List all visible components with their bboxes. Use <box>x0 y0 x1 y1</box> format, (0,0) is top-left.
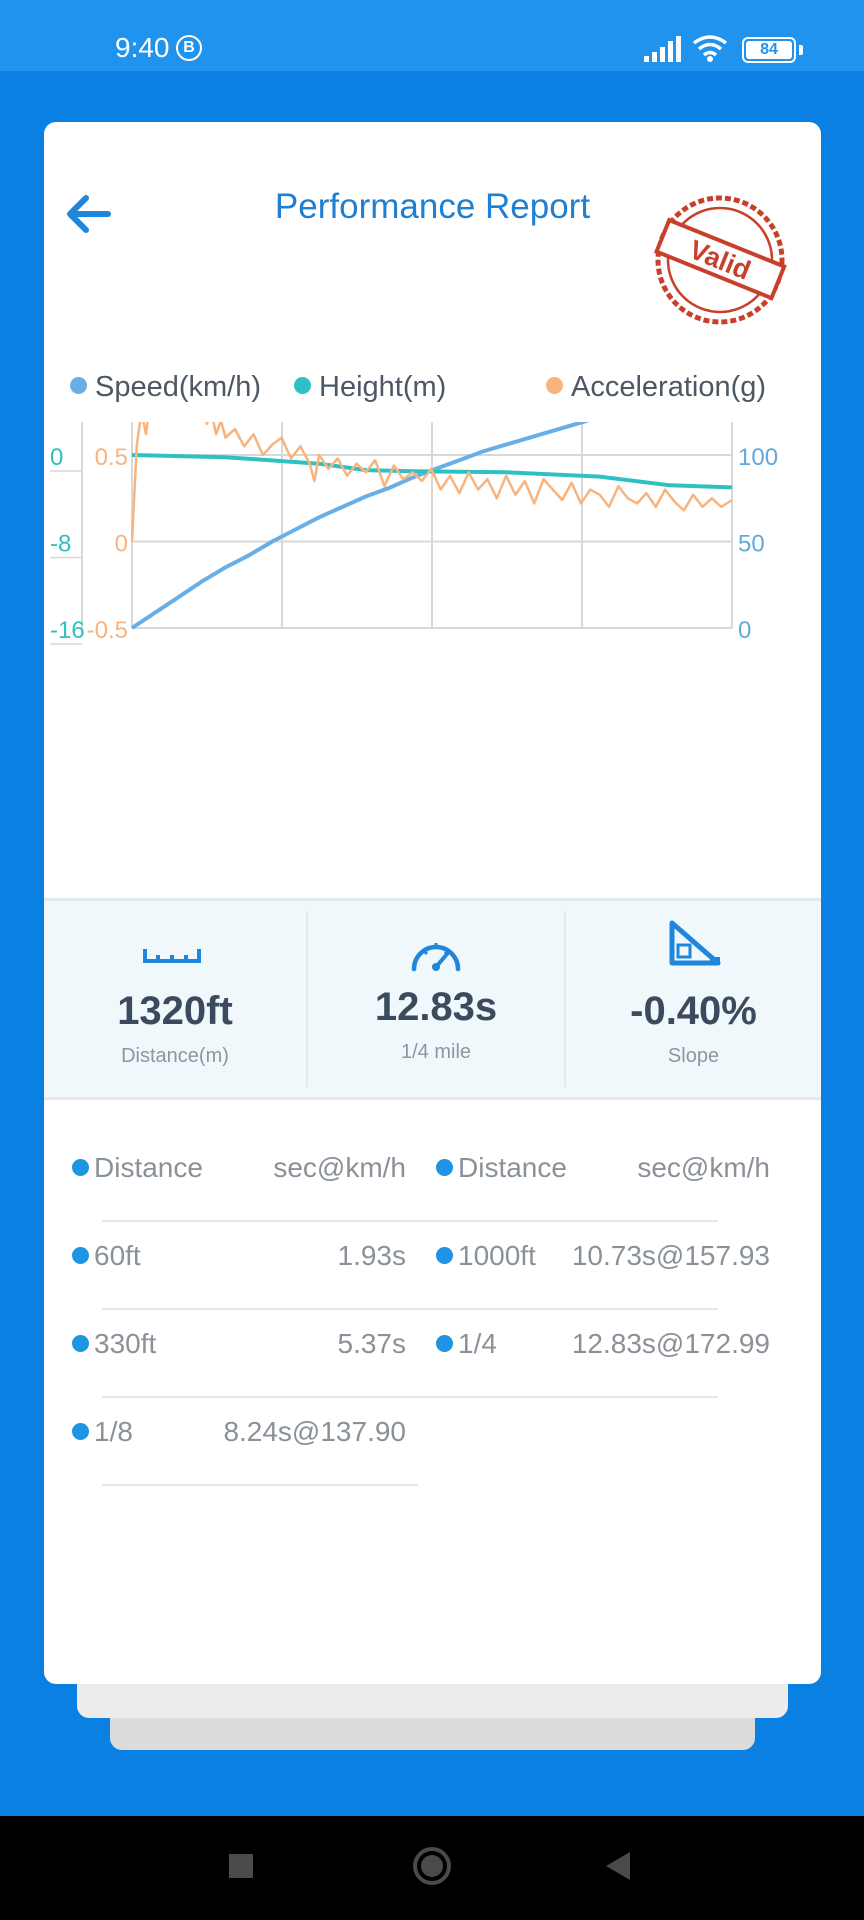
split-name: 1000ft <box>458 1240 536 1271</box>
speed-tick-label: 50 <box>738 531 765 558</box>
split-value: sec@km/h <box>273 1152 406 1183</box>
split-header-left: Distance sec@km/h <box>72 1132 406 1202</box>
split-value: 10.73s@157.93 <box>571 1240 770 1271</box>
split-name: 330ft <box>94 1328 157 1359</box>
divider <box>418 1396 718 1398</box>
valid-stamp-icon: Valid <box>653 195 787 325</box>
height-tick-label: -8 <box>50 531 71 558</box>
split-name: Distance <box>458 1152 567 1183</box>
wifi-icon <box>692 35 728 62</box>
acceleration-tick-label: 0 <box>115 531 128 558</box>
legend-height: Height(m) <box>294 368 446 406</box>
ruler-icon <box>143 949 201 963</box>
height-tick-label: 0 <box>50 444 63 471</box>
bullet-icon <box>436 1335 453 1352</box>
summary-value: 12.83s <box>374 985 498 1029</box>
back-nav-icon[interactable] <box>604 1850 634 1882</box>
legend-dot <box>70 377 87 394</box>
status-icons: 84 <box>642 34 803 64</box>
summary-divider <box>564 911 566 1087</box>
bullet-icon <box>72 1423 89 1440</box>
summary-panel: 1320ft Distance(m) 12.83s 1/4 mile -0.40… <box>44 898 821 1100</box>
acceleration-tick-label: -0.5 <box>87 617 128 644</box>
legend-acceleration: Acceleration(g) <box>546 368 766 406</box>
speed-tick-label: 100 <box>738 444 778 471</box>
summary-distance: 1320ft Distance(m) <box>44 901 306 1097</box>
divider <box>102 1484 418 1486</box>
split-row: 330ft 5.37s <box>72 1308 406 1378</box>
bullet-icon <box>72 1335 89 1352</box>
split-row: 1/4 12.83s@172.99 <box>436 1308 770 1378</box>
status-bar: 9:40 B 84 <box>0 0 864 71</box>
summary-value: 1320ft <box>117 989 233 1033</box>
summary-value: -0.40% <box>630 989 757 1033</box>
legend-dot <box>294 377 311 394</box>
split-row: 1000ft 10.73s@157.93 <box>436 1220 770 1290</box>
report-card: Performance Report Valid Speed(km/h) Hei… <box>44 122 821 1684</box>
divider <box>102 1220 418 1222</box>
series-line-acceleration <box>130 422 733 542</box>
page-title: Performance Report <box>274 187 591 226</box>
speedometer-icon <box>411 943 461 972</box>
summary-time: 12.83s 1/4 mile <box>308 901 564 1097</box>
recents-icon[interactable] <box>227 1852 255 1880</box>
legend-speed: Speed(km/h) <box>70 368 261 406</box>
summary-label: 1/4 mile <box>400 1041 472 1063</box>
split-value: sec@km/h <box>637 1152 770 1183</box>
signal-icon <box>644 36 681 62</box>
status-time: 9:40 <box>115 32 170 63</box>
chart-legend: Speed(km/h) Height(m) Acceleration(g) <box>70 362 810 412</box>
summary-label: Slope <box>667 1045 720 1067</box>
summary-slope: -0.40% Slope <box>566 901 821 1097</box>
divider <box>102 1396 418 1398</box>
legend-dot <box>546 377 563 394</box>
notification-badge-icon: B <box>176 35 202 61</box>
battery-level: 84 <box>760 41 778 58</box>
divider <box>102 1308 418 1310</box>
height-tick-label: -16 <box>50 617 85 644</box>
split-row: 60ft 1.93s <box>72 1220 406 1290</box>
split-name: 1/8 <box>94 1416 133 1447</box>
back-arrow-icon[interactable] <box>60 184 120 244</box>
legend-label: Height(m) <box>319 371 447 403</box>
acceleration-tick-label: 0.5 <box>95 444 128 471</box>
bullet-icon <box>436 1247 453 1264</box>
slope-icon <box>669 920 721 966</box>
divider <box>418 1220 718 1222</box>
split-value: 8.24s@137.90 <box>223 1416 406 1447</box>
summary-divider <box>306 911 308 1087</box>
bullet-icon <box>72 1247 89 1264</box>
split-value: 5.37s <box>337 1328 407 1359</box>
battery-icon: 84 <box>742 37 803 63</box>
split-value: 12.83s@172.99 <box>571 1328 770 1359</box>
bullet-icon <box>436 1159 453 1176</box>
split-header-right: Distance sec@km/h <box>436 1132 770 1202</box>
split-name: 60ft <box>94 1240 141 1271</box>
bullet-icon <box>72 1159 89 1176</box>
split-value: 1.93s <box>337 1240 407 1271</box>
series-line-speed <box>130 422 590 630</box>
home-icon[interactable] <box>412 1846 452 1886</box>
system-nav-bar <box>0 1816 864 1920</box>
split-row: 1/8 8.24s@137.90 <box>72 1396 406 1466</box>
summary-label: Distance(m) <box>121 1045 229 1067</box>
split-name: Distance <box>94 1152 203 1183</box>
split-name: 1/4 <box>458 1328 497 1359</box>
legend-label: Acceleration(g) <box>571 371 767 403</box>
speed-tick-label: 0 <box>738 617 751 644</box>
legend-label: Speed(km/h) <box>95 371 262 403</box>
divider <box>418 1308 718 1310</box>
